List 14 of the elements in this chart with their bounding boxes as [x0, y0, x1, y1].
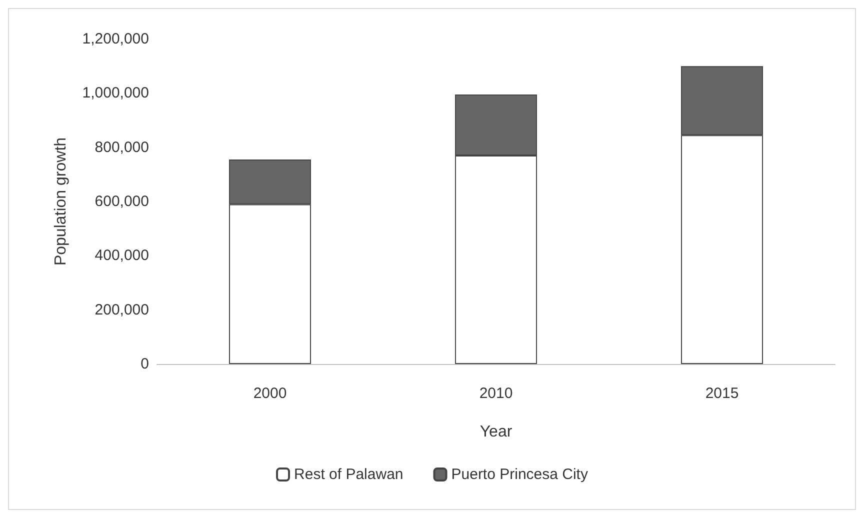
- x-tick-label: 2015: [705, 385, 739, 402]
- y-tick-label: 1,000,000: [82, 84, 149, 102]
- y-tick-label: 800,000: [94, 138, 149, 156]
- x-axis-title: Year: [480, 424, 513, 440]
- y-tick-label: 1,200,000: [82, 30, 149, 48]
- legend-label: Puerto Princesa City: [451, 466, 588, 483]
- y-tick-label: 600,000: [94, 193, 149, 210]
- y-tick-label: 200,000: [94, 301, 149, 318]
- x-tick-label: 2000: [253, 385, 287, 402]
- y-tick-label: 400,000: [94, 247, 149, 264]
- legend-label: Rest of Palawan: [294, 466, 404, 483]
- y-axis-title: Population growth: [52, 137, 70, 266]
- x-tick-label: 2010: [479, 385, 513, 402]
- y-tick-label: 0: [140, 356, 149, 372]
